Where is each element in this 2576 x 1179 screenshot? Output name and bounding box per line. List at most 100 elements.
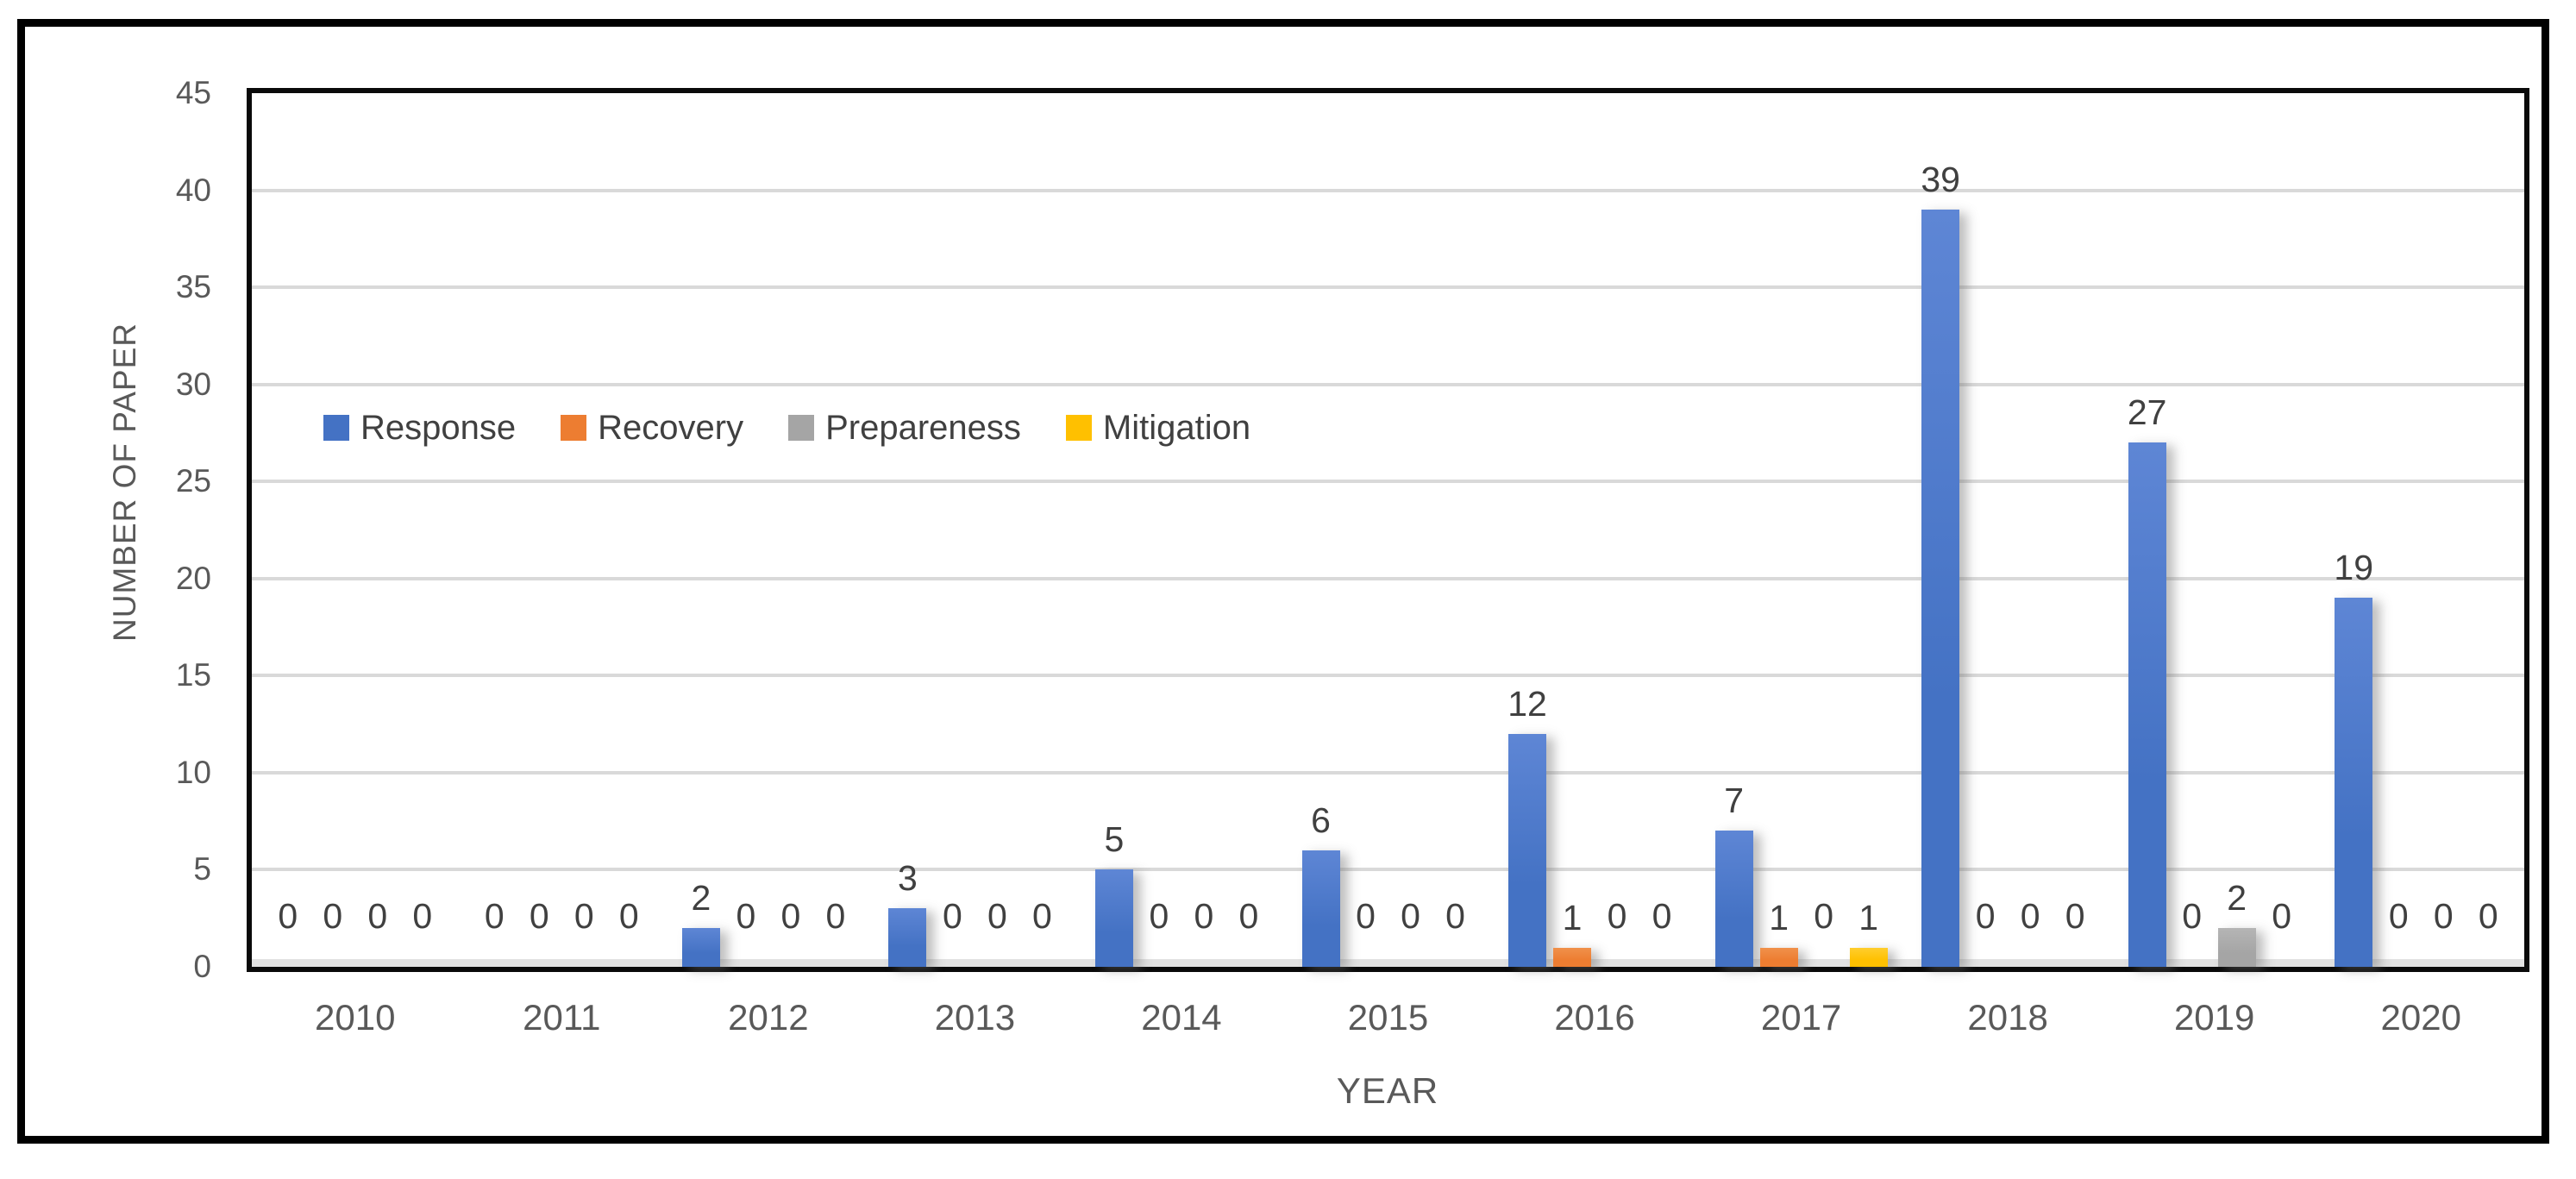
value-label-response-2014: 5: [1104, 819, 1125, 860]
value-label-prepareness-2019: 2: [2227, 877, 2247, 918]
value-label-recovery-2010: 0: [323, 896, 343, 936]
value-label-prepareness-2014: 0: [1194, 896, 1214, 936]
bar-slot-response-2016: 12: [1507, 93, 1547, 967]
gridline-40: [252, 188, 2524, 192]
bar-slot-response-2020: 19: [2334, 93, 2374, 967]
value-label-recovery-2017: 1: [1769, 897, 1789, 938]
value-label-mitigation-2011: 0: [618, 896, 639, 936]
legend-label-prepareness: Prepareness: [825, 409, 1021, 447]
bar-response-2016: [1508, 733, 1547, 967]
bar-slot-recovery-2019: 0: [2173, 93, 2211, 967]
gridline-25: [252, 480, 2524, 484]
bar-mitigation-2017: [1849, 947, 1888, 967]
value-label-response-2017: 7: [1724, 781, 1744, 821]
gridline-20: [252, 576, 2524, 580]
value-label-response-2012: 2: [691, 877, 711, 918]
bar-slot-response-2018: 39: [1921, 93, 1960, 967]
value-label-prepareness-2015: 0: [1401, 896, 1420, 936]
bar-slot-recovery-2015: 0: [1347, 93, 1385, 967]
bar-response-2017: [1714, 831, 1753, 967]
x-tick-2010: 2010: [315, 997, 396, 1038]
bar-slot-mitigation-2015: 0: [1437, 93, 1475, 967]
value-label-recovery-2018: 0: [1975, 896, 1996, 936]
value-label-mitigation-2012: 0: [825, 896, 846, 936]
bar-slot-recovery-2013: 0: [933, 93, 971, 967]
value-label-recovery-2019: 0: [2182, 896, 2203, 936]
bar-slot-prepareness-2020: 0: [2424, 93, 2462, 967]
bar-slot-response-2011: 0: [475, 93, 513, 967]
legend-label-response: Response: [360, 409, 517, 447]
value-label-recovery-2014: 0: [1149, 896, 1169, 936]
x-tick-2019: 2019: [2173, 997, 2255, 1038]
bar-slot-prepareness-2015: 0: [1392, 93, 1430, 967]
value-label-recovery-2016: 1: [1562, 897, 1583, 938]
bar-groups: 0 0 0 0 0 0 0 0 2 0 0 0 3 0 0 0 5 0 0 0 6 0 0 0 12 1 0 0 7 1 0 1 39 0 0 0 27…: [252, 93, 2524, 967]
bar-slot-recovery-2016: 1: [1553, 93, 1592, 967]
bar-slot-mitigation-2012: 0: [817, 93, 855, 967]
bar-slot-prepareness-2013: 0: [978, 93, 1016, 967]
legend-item-recovery: Recovery: [561, 409, 743, 447]
legend-item-response: Response: [323, 409, 516, 447]
value-label-prepareness-2017: 0: [1814, 896, 1833, 936]
bar-slot-mitigation-2014: 0: [1230, 93, 1268, 967]
value-label-response-2015: 6: [1311, 800, 1331, 840]
value-label-mitigation-2018: 0: [2065, 896, 2085, 936]
value-label-recovery-2012: 0: [736, 896, 756, 936]
category-group-2016: 12 1 0 0: [1491, 93, 1698, 967]
legend-swatch-prepareness: [788, 415, 815, 441]
bar-response-2019: [2128, 442, 2166, 967]
value-label-response-2013: 3: [898, 858, 918, 899]
gridline-30: [252, 382, 2524, 386]
value-label-mitigation-2014: 0: [1238, 896, 1259, 936]
bar-slot-recovery-2012: 0: [727, 93, 765, 967]
bar-response-2014: [1094, 869, 1133, 967]
bar-slot-response-2019: 27: [2128, 93, 2166, 967]
bar-slot-recovery-2018: 0: [1966, 93, 2004, 967]
value-label-prepareness-2013: 0: [987, 896, 1007, 936]
bar-slot-recovery-2011: 0: [520, 93, 558, 967]
bar-slot-prepareness-2018: 0: [2011, 93, 2049, 967]
bar-recovery-2016: [1553, 947, 1592, 967]
gridline-10: [252, 770, 2524, 775]
x-tick-2020: 2020: [2380, 997, 2461, 1038]
legend: Response Recovery Prepareness Mitigation: [323, 409, 1250, 447]
bar-slot-mitigation-2020: 0: [2469, 93, 2507, 967]
bar-slot-recovery-2017: 1: [1759, 93, 1798, 967]
legend-label-mitigation: Mitigation: [1102, 409, 1251, 447]
gridline-15: [252, 674, 2524, 678]
plot-area: 0 0 0 0 0 0 0 0 2 0 0 0 3 0 0 0 5 0 0 0 6 0 0 0 12 1 0 0 7 1 0 1 39 0 0 0 27…: [247, 88, 2529, 972]
bar-slot-prepareness-2010: 0: [359, 93, 397, 967]
y-tick-40: 40: [175, 172, 211, 208]
bar-slot-prepareness-2019: 2: [2217, 93, 2256, 967]
x-axis-title: YEAR: [1336, 1070, 1439, 1111]
x-tick-2012: 2012: [728, 997, 809, 1038]
bar-slot-mitigation-2011: 0: [610, 93, 648, 967]
value-label-mitigation-2017: 1: [1858, 897, 1878, 938]
value-label-response-2010: 0: [278, 896, 298, 936]
bar-slot-prepareness-2011: 0: [565, 93, 603, 967]
x-tick-2015: 2015: [1347, 997, 1429, 1038]
bar-slot-response-2012: 2: [681, 93, 720, 967]
y-tick-25: 25: [175, 463, 211, 499]
legend-swatch-mitigation: [1065, 415, 1092, 441]
bar-slot-recovery-2014: 0: [1140, 93, 1178, 967]
y-tick-30: 30: [175, 366, 211, 402]
value-label-prepareness-2012: 0: [780, 896, 801, 936]
bar-response-2013: [888, 908, 927, 967]
value-label-recovery-2013: 0: [943, 896, 962, 936]
value-label-response-2020: 19: [2334, 548, 2374, 588]
bar-slot-response-2015: 6: [1301, 93, 1340, 967]
value-label-response-2011: 0: [484, 896, 505, 936]
value-label-prepareness-2010: 0: [367, 896, 388, 936]
x-tick-2016: 2016: [1554, 997, 1635, 1038]
baseline-strip: [252, 959, 2524, 967]
bar-slot-mitigation-2018: 0: [2056, 93, 2094, 967]
legend-swatch-response: [323, 415, 349, 441]
